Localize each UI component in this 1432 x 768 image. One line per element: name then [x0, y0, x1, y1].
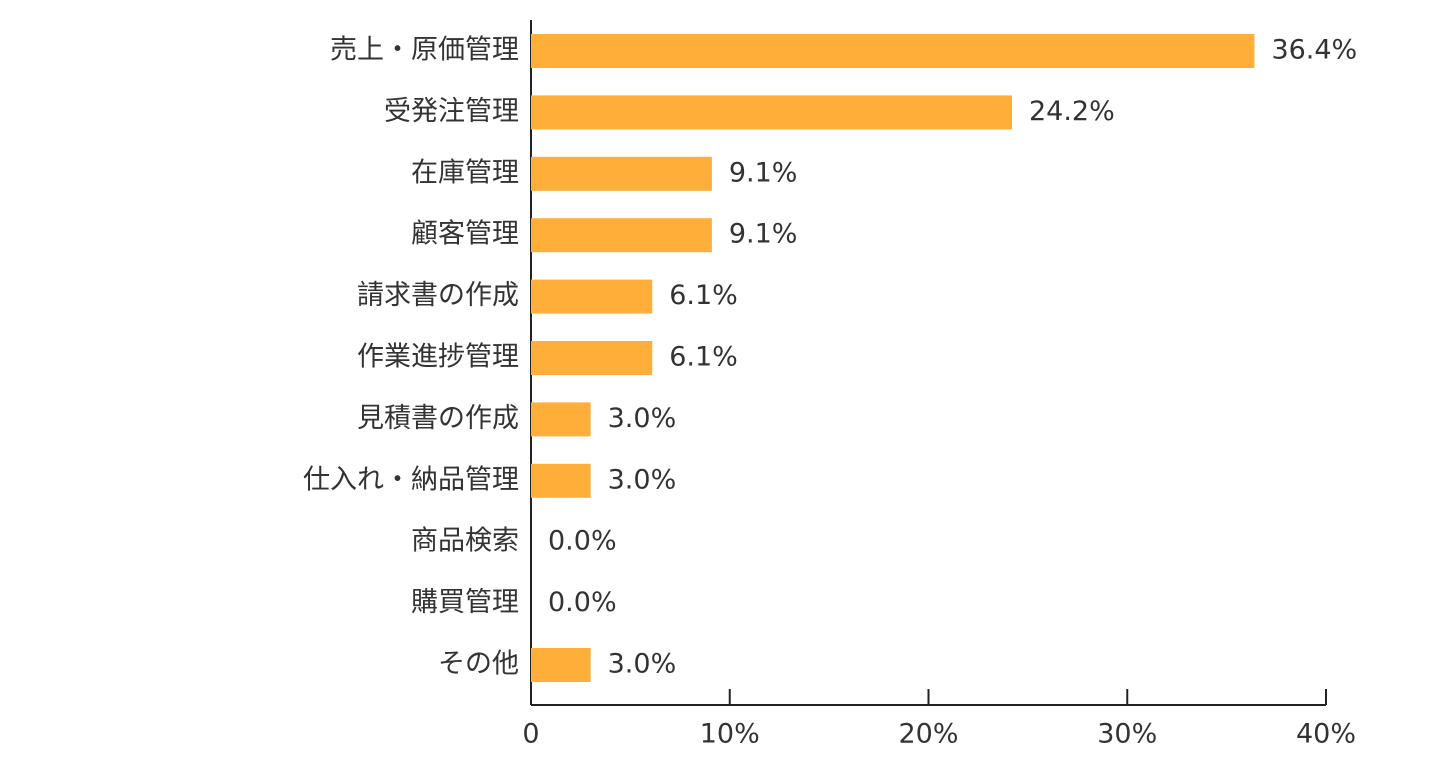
bar — [531, 463, 591, 498]
bar — [531, 279, 653, 314]
category-label: 顧客管理 — [411, 219, 519, 250]
bar — [531, 218, 712, 253]
category-label: 仕入れ・納品管理 — [303, 464, 519, 495]
category-label: その他 — [438, 649, 519, 680]
x-tick-label: 20% — [898, 719, 958, 750]
value-label: 6.1% — [669, 342, 738, 373]
x-tick-label: 10% — [700, 719, 760, 750]
bar — [531, 95, 1012, 130]
bar — [531, 648, 591, 682]
x-tick-label: 0 — [522, 719, 539, 750]
category-label: 見積書の作成 — [357, 403, 519, 434]
category-label: 請求書の作成 — [357, 280, 519, 311]
bar — [531, 341, 653, 375]
x-tick-label: 30% — [1097, 719, 1157, 750]
category-label: 在庫管理 — [411, 157, 519, 188]
category-label: 売上・原価管理 — [330, 35, 519, 66]
value-label: 3.0% — [608, 649, 677, 680]
bar — [531, 34, 1255, 68]
value-label: 9.1% — [729, 219, 798, 250]
value-label: 3.0% — [608, 464, 677, 495]
category-label: 商品検索 — [411, 526, 519, 557]
value-label: 24.2% — [1029, 96, 1115, 127]
category-label: 作業進捗管理 — [357, 342, 519, 373]
x-tick-label: 40% — [1296, 719, 1356, 750]
value-label: 0.0% — [548, 526, 617, 557]
value-label: 9.1% — [729, 157, 798, 188]
bar — [531, 402, 591, 437]
category-label: 受発注管理 — [384, 96, 519, 127]
bar — [531, 156, 712, 191]
category-label: 購買管理 — [411, 587, 519, 618]
value-label: 3.0% — [608, 403, 677, 434]
value-label: 6.1% — [669, 280, 738, 311]
value-label: 36.4% — [1271, 35, 1357, 66]
value-label: 0.0% — [548, 587, 617, 618]
